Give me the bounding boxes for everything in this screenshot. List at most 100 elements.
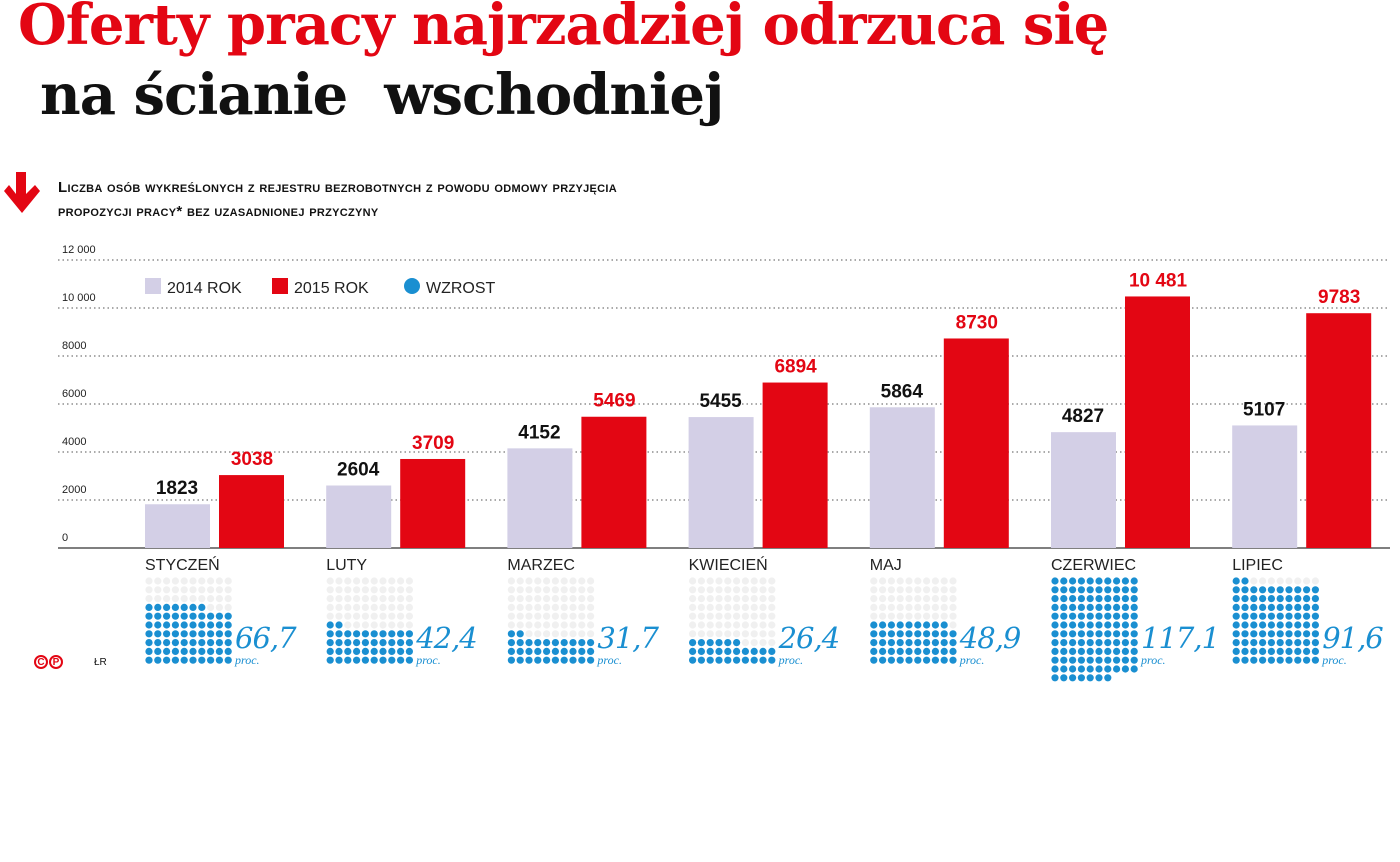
growth-dot xyxy=(1294,656,1302,664)
growth-dot xyxy=(344,595,352,603)
growth-dot xyxy=(914,586,922,594)
growth-dot xyxy=(879,577,887,585)
growth-dot xyxy=(551,639,560,647)
growth-dot xyxy=(224,647,232,656)
growth-dot xyxy=(1130,621,1138,629)
growth-dot xyxy=(931,603,940,612)
growth-dot xyxy=(896,630,904,638)
growth-dot xyxy=(569,621,577,629)
growth-dot xyxy=(1303,621,1311,629)
growth-dot xyxy=(715,595,723,603)
growth-dot xyxy=(198,586,206,594)
growth-dot xyxy=(326,577,334,585)
growth-dot xyxy=(1121,639,1129,647)
growth-dot xyxy=(1060,603,1068,612)
growth-dot xyxy=(697,586,706,594)
growth-dot xyxy=(759,639,767,647)
growth-dot xyxy=(1104,647,1112,656)
growth-dot xyxy=(879,621,887,629)
growth-dot xyxy=(1259,577,1267,585)
growth-dot xyxy=(1069,647,1077,656)
growth-dot xyxy=(379,577,387,585)
growth-dot xyxy=(896,612,904,620)
growth-dot xyxy=(1095,621,1103,629)
growth-dot xyxy=(578,595,586,603)
growth-dot xyxy=(1303,612,1311,620)
growth-dot xyxy=(1113,647,1121,656)
growth-dot xyxy=(931,621,940,629)
growth-dot xyxy=(914,656,922,664)
growth-dot xyxy=(560,612,568,620)
growth-dot xyxy=(949,639,957,647)
growth-dot xyxy=(870,595,878,603)
growth-dot xyxy=(750,621,758,629)
growth-dot xyxy=(759,586,767,594)
growth-dot xyxy=(379,656,387,664)
growth-dot xyxy=(1077,586,1085,594)
growth-dot xyxy=(879,630,887,638)
growth-dot xyxy=(516,595,524,603)
growth-dot xyxy=(326,630,334,638)
category-label: MARZEC xyxy=(507,557,575,574)
growth-dot xyxy=(370,577,378,585)
growth-dot xyxy=(923,630,931,638)
growth-dot xyxy=(587,586,595,594)
growth-dot xyxy=(198,603,206,612)
growth-dot xyxy=(154,612,162,620)
growth-dot xyxy=(1051,665,1059,673)
growth-dot xyxy=(1130,665,1138,673)
growth-dot xyxy=(335,577,343,585)
growth-dot xyxy=(587,621,595,629)
growth-dot xyxy=(741,586,750,594)
growth-dot xyxy=(534,639,542,647)
growth-dot xyxy=(525,612,533,620)
growth-dot xyxy=(940,639,948,647)
growth-dot xyxy=(397,577,405,585)
growth-dot xyxy=(587,656,595,664)
value-label-2015: 3038 xyxy=(231,449,273,470)
growth-dot xyxy=(1121,612,1129,620)
growth-dot xyxy=(768,630,776,638)
growth-dot xyxy=(1113,639,1121,647)
growth-dot xyxy=(543,586,551,594)
growth-dot xyxy=(1250,595,1258,603)
growth-dot xyxy=(1069,612,1077,620)
growth-dot xyxy=(180,612,188,620)
growth-dot xyxy=(1130,630,1138,638)
growth-dot xyxy=(551,603,560,612)
growth-dot xyxy=(715,630,723,638)
growth-dot xyxy=(180,586,188,594)
growth-dot xyxy=(224,630,232,638)
growth-dot xyxy=(145,647,153,656)
growth-dot xyxy=(525,656,533,664)
growth-dot xyxy=(697,639,706,647)
growth-dot xyxy=(335,639,343,647)
growth-dot xyxy=(388,595,396,603)
growth-dot xyxy=(1051,674,1059,682)
growth-dot xyxy=(207,621,215,629)
growth-dot xyxy=(1095,612,1103,620)
growth-dot xyxy=(1051,647,1059,656)
growth-dot xyxy=(344,577,352,585)
growth-dot xyxy=(215,612,223,620)
growth-dot xyxy=(1121,665,1129,673)
y-tick-label: 4000 xyxy=(62,436,86,448)
growth-dot xyxy=(768,595,776,603)
growth-dot xyxy=(171,647,179,656)
growth-dot xyxy=(335,656,343,664)
title-line-2: na ścianie wschodniej xyxy=(40,62,724,128)
growth-dot xyxy=(207,586,215,594)
growth-dot xyxy=(1086,612,1094,620)
growth-dot xyxy=(1077,647,1085,656)
growth-unit: proc. xyxy=(234,653,260,667)
growth-dot xyxy=(525,603,533,612)
growth-dot xyxy=(887,639,896,647)
growth-dot xyxy=(1069,674,1077,682)
growth-dot xyxy=(145,630,153,638)
growth-dot xyxy=(689,612,697,620)
growth-dot xyxy=(1069,630,1077,638)
growth-dot xyxy=(741,612,750,620)
growth-dot xyxy=(1311,603,1319,612)
growth-dot xyxy=(1051,577,1059,585)
growth-dot xyxy=(1095,586,1103,594)
